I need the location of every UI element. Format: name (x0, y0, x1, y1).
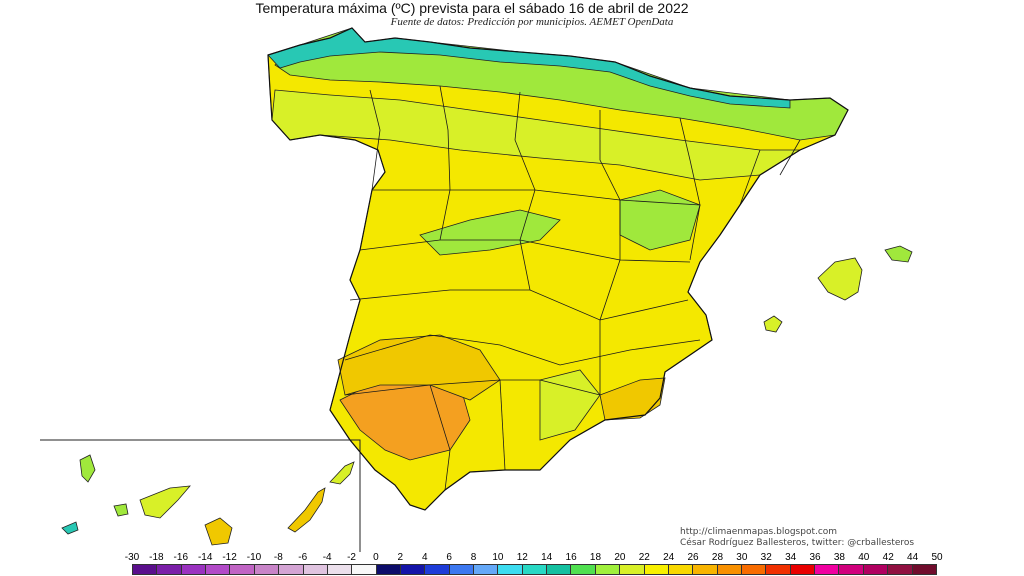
legend-swatch (230, 565, 255, 574)
legend-tick-label: 2 (397, 552, 404, 563)
legend-tick-label: -2 (347, 552, 356, 563)
legend-swatch (595, 565, 621, 574)
legend-tick-label: 32 (760, 552, 772, 563)
legend-swatch (766, 565, 791, 574)
legend-tick-label: 6 (446, 552, 452, 563)
legend-swatch (181, 565, 207, 574)
legend-swatch (839, 565, 864, 574)
legend-swatch (206, 565, 231, 574)
legend-tick-label: 22 (638, 552, 650, 563)
legend-tick-label: 36 (809, 552, 821, 563)
legend-swatch (717, 565, 742, 574)
credits-author: César Rodríguez Ballesteros, twitter: @c… (680, 538, 915, 548)
legend-tick-label: 42 (882, 552, 894, 563)
island-la-gomera (113, 503, 129, 517)
legend-tick-label: -30 (124, 552, 140, 563)
legend-tick-label: 16 (565, 552, 577, 563)
legend-labels: -30 -18 -16 -14 -12 -10 -8 -6 -4 -2 0 2 4 6 8 10 12 14 16 1… (0, 552, 1024, 564)
region-sistema-central (419, 209, 561, 256)
legend-tick-label: -16 (173, 552, 189, 563)
legend-tick-label: 18 (589, 552, 602, 563)
legend-swatch (449, 565, 475, 574)
legend-swatch (668, 565, 694, 574)
legend-tick-label: 8 (470, 552, 477, 563)
legend-swatch (790, 565, 816, 574)
region-penibetico (539, 369, 601, 441)
legend-swatch (352, 565, 377, 574)
legend-swatch (498, 565, 523, 574)
legend-swatch (571, 565, 596, 574)
legend-swatch (620, 565, 645, 574)
legend-swatch (547, 565, 572, 574)
legend-tick-label: 34 (785, 552, 797, 563)
island-gran-canaria (204, 517, 233, 546)
legend-swatch (888, 565, 913, 574)
legend-swatch (425, 565, 450, 574)
legend-tick-label: -6 (298, 552, 308, 563)
legend-tick-label: -4 (322, 552, 332, 563)
map-title: Temperatura máxima (ºC) prevista para el… (255, 0, 689, 16)
legend-tick-label: -8 (273, 552, 283, 563)
legend-swatch (279, 565, 304, 574)
legend-color-bar (132, 564, 937, 575)
legend-tick-label: -14 (197, 552, 213, 563)
province-boundaries (344, 85, 801, 491)
legend-swatch (327, 565, 353, 574)
legend-tick-label: 38 (833, 552, 845, 563)
island-el-hierro (61, 521, 79, 535)
legend-swatch (400, 565, 426, 574)
legend-swatch (815, 565, 840, 574)
island-la-palma (79, 454, 96, 483)
legend-tick-label: 50 (931, 552, 943, 563)
canary-inset-frame (40, 439, 361, 552)
legend-tick-label: 28 (711, 552, 724, 563)
legend-tick-label: 12 (516, 552, 528, 563)
legend-tick-label: 44 (907, 552, 919, 563)
legend-swatch (254, 565, 280, 574)
island-ibiza (763, 315, 783, 333)
island-fuerteventura (287, 487, 326, 533)
legend-swatch (303, 565, 328, 574)
legend-tick-label: 4 (421, 552, 428, 563)
legend-tick-label: 20 (614, 552, 626, 563)
legend-swatch (522, 565, 548, 574)
legend-swatch (912, 565, 936, 574)
legend-tick-label: 14 (541, 552, 553, 563)
legend-swatch (474, 565, 499, 574)
legend-tick-label: -10 (246, 552, 262, 563)
island-menorca (884, 245, 913, 263)
region-southwest-hot (337, 334, 501, 401)
legend-tick-label: 30 (736, 552, 748, 563)
legend-tick-label: -12 (222, 552, 237, 563)
legend-swatch (133, 565, 158, 574)
legend-tick-label: 26 (687, 552, 699, 563)
legend-tick-label: 24 (663, 552, 675, 563)
credits: http://climaenmapas.blogspot.com César R… (680, 527, 914, 549)
island-mallorca (817, 257, 863, 301)
legend-swatch (644, 565, 669, 574)
legend-tick-label: 40 (858, 552, 870, 563)
legend-tick-label: -18 (149, 552, 164, 563)
legend-swatch (376, 565, 401, 574)
island-lanzarote (329, 461, 355, 485)
legend-tick-label: 10 (492, 552, 504, 563)
island-tenerife (139, 485, 191, 519)
map-subtitle: Fuente de datos: Predicción por municipi… (390, 16, 674, 28)
legend-swatch (157, 565, 182, 574)
legend-tick-label: 0 (373, 552, 379, 563)
legend-swatch (741, 565, 767, 574)
legend-swatch (693, 565, 718, 574)
peninsula-coastline (267, 27, 849, 511)
credits-url: http://climaenmapas.blogspot.com (680, 527, 838, 537)
legend-swatch (863, 565, 889, 574)
